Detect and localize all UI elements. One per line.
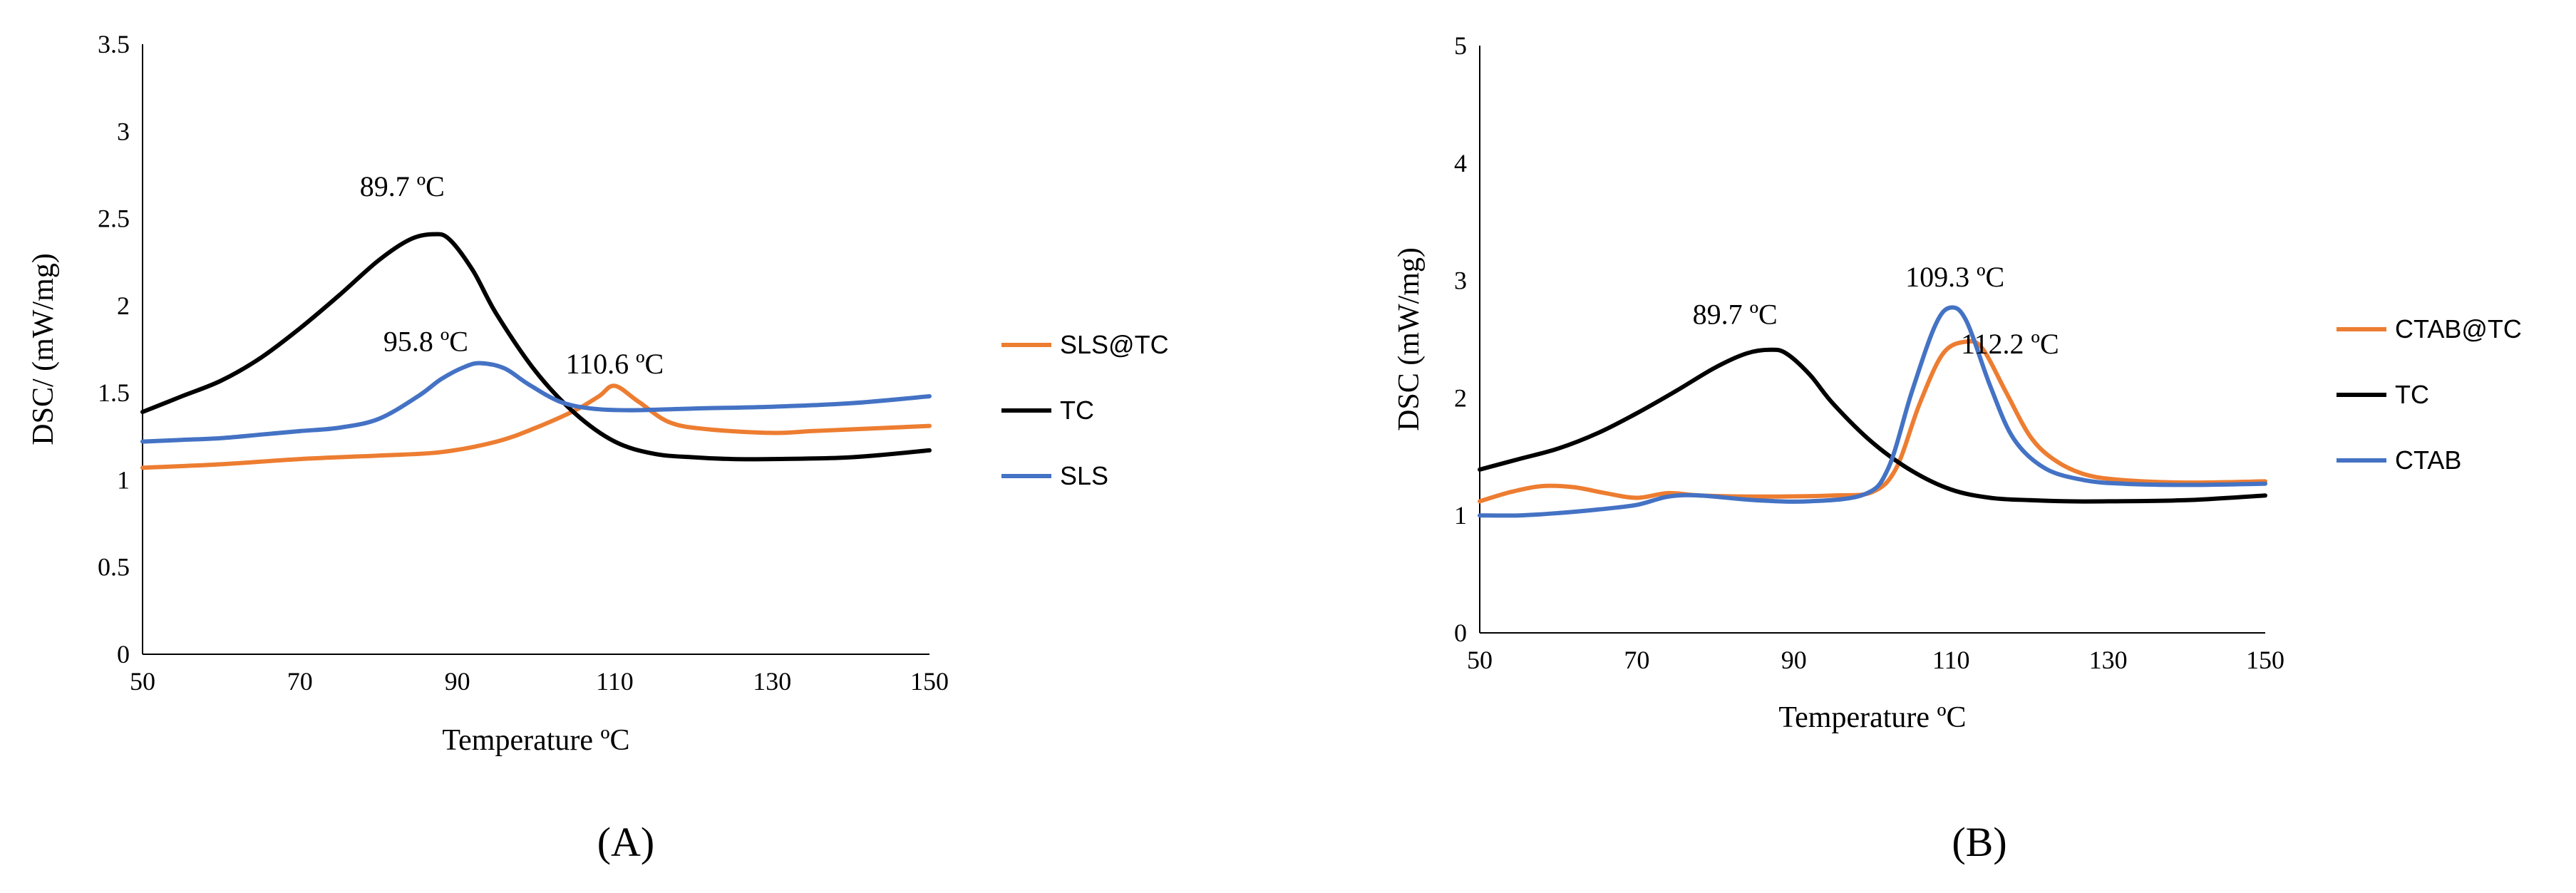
y-tick-label: 2 [117,291,130,320]
y-tick-label: 3 [117,117,130,145]
y-tick-label: 1.5 [98,378,130,407]
peak-annotation: 89.7 ºC [360,170,445,202]
x-tick-labels: 50 70 90 110 130 150 [1467,646,2284,674]
annotations: 89.7 ºC 109.3 ºC 112.2 ºC [1693,261,2059,360]
chart-panel-b: 0 1 2 3 4 5 50 70 90 110 130 150 89.7 ºC 109.3 ºC 11… [1393,31,2522,865]
legend: CTAB@TC TC CTAB [2337,314,2522,475]
y-tick-labels: 0 1 2 3 4 5 [1454,31,1467,647]
y-tick-label: 4 [1454,149,1467,177]
peak-annotation: 110.6 ºC [566,348,664,380]
chart-panel-a: 0 0.5 1 1.5 2 2.5 3 3.5 50 70 90 110 130 150 89.7 ºC… [27,30,1169,865]
x-tick-label: 90 [445,667,470,696]
y-axis-label: DSC (mW/mg) [1393,247,1426,431]
series-lines [1478,305,2267,518]
x-axis-label: Temperature ºC [1778,701,1966,734]
y-tick-label: 2.5 [98,205,130,233]
x-axis-label: Temperature ºC [442,724,629,757]
peak-annotation: 95.8 ºC [383,325,468,357]
x-tick-label: 50 [1467,646,1493,674]
y-tick-label: 0.5 [98,553,130,582]
x-tick-label: 150 [2246,646,2284,674]
series-line-tc [140,232,932,462]
y-tick-label: 3.5 [98,30,130,58]
y-tick-label: 3 [1454,267,1467,295]
y-tick-labels: 0 0.5 1 1.5 2 2.5 3 3.5 [98,30,130,669]
y-tick-label: 1 [117,465,130,494]
x-tick-labels: 50 70 90 110 130 150 [130,667,949,696]
x-tick-label: 110 [596,667,634,696]
panel-label-a: (A) [597,819,655,865]
peak-annotation: 109.3 ºC [1905,261,2004,293]
series-line-sls [140,361,932,444]
series-lines [140,232,932,470]
annotations: 89.7 ºC 95.8 ºC 110.6 ºC [360,170,664,380]
y-tick-label: 0 [1454,619,1467,647]
legend: SLS@TC TC SLS [1001,330,1169,490]
x-tick-label: 70 [287,667,313,696]
y-tick-label: 5 [1454,31,1467,60]
legend-label: CTAB [2395,445,2461,475]
y-tick-label: 0 [117,640,130,669]
x-tick-label: 130 [2089,646,2128,674]
legend-label: TC [1060,396,1094,425]
x-tick-label: 90 [1781,646,1807,674]
legend-label: CTAB@TC [2395,314,2522,344]
x-tick-label: 50 [130,667,155,696]
x-tick-label: 130 [753,667,791,696]
peak-annotation: 89.7 ºC [1693,299,1778,331]
series-line-sls-tc [140,383,932,470]
series-line-ctab-tc [1478,339,2267,504]
y-tick-label: 2 [1454,383,1467,412]
y-tick-label: 1 [1454,501,1467,530]
x-tick-label: 70 [1624,646,1649,674]
y-axis-label: DSC/ (mW/mg) [27,253,60,445]
legend-label: TC [2395,380,2429,409]
series-line-ctab [1478,305,2267,518]
x-tick-label: 110 [1932,646,1970,674]
legend-label: SLS@TC [1060,330,1169,359]
series-line-tc [1478,347,2267,504]
legend-label: SLS [1060,461,1108,490]
x-tick-label: 150 [910,667,949,696]
peak-annotation: 112.2 ºC [1961,328,2059,360]
panel-label-b: (B) [1952,819,2006,865]
